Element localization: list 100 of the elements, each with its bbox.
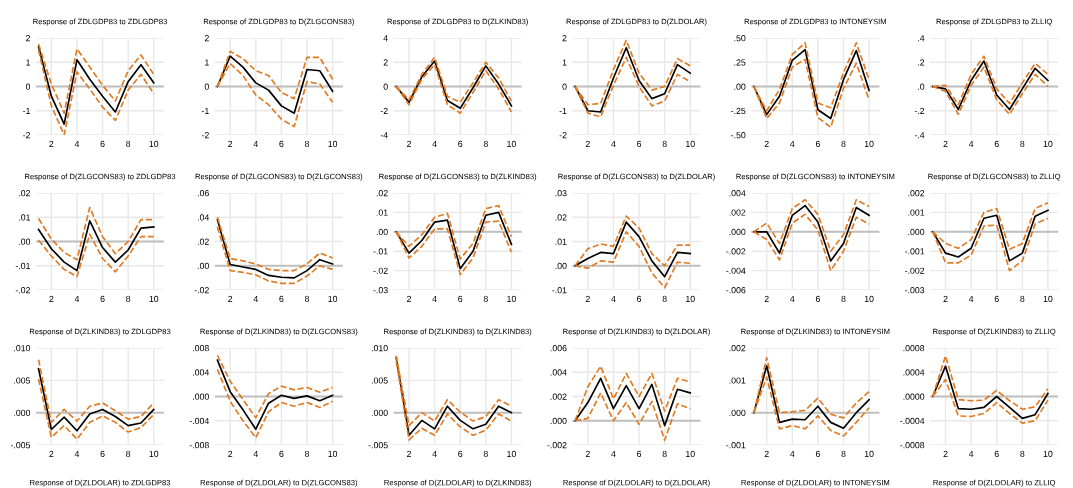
x-tick-label: 10 xyxy=(1043,295,1053,302)
y-tick-label: .000 xyxy=(729,228,746,236)
x-tick-label: 4 xyxy=(968,450,974,457)
y-tick-label: .004 xyxy=(729,190,746,197)
x-tick-label: 8 xyxy=(483,140,488,147)
x-tick-label: 4 xyxy=(74,140,80,147)
x-tick-label: 2 xyxy=(943,295,948,302)
x-tick-label: 10 xyxy=(1043,450,1053,457)
y-tick-label: -.4 xyxy=(914,132,925,139)
x-tick-label: 10 xyxy=(328,140,338,147)
y-tick-label: -1 xyxy=(23,107,31,114)
x-tick-label: 6 xyxy=(994,295,999,302)
x-tick-label: 8 xyxy=(841,450,846,457)
x-tick-label: 6 xyxy=(279,295,284,302)
x-tick-label: 8 xyxy=(1020,450,1025,457)
y-tick-label: .02 xyxy=(555,214,567,221)
y-tick-label: .002 xyxy=(729,345,746,352)
x-tick-label: 10 xyxy=(149,140,159,147)
y-tick-label: .010 xyxy=(371,345,388,352)
x-tick-label: 10 xyxy=(1043,140,1053,147)
y-tick-label: .02 xyxy=(197,238,209,245)
y-tick-label: .0 xyxy=(918,83,925,90)
x-tick-label: 2 xyxy=(228,140,233,147)
x-tick-label: 8 xyxy=(1020,140,1025,147)
x-tick-label: 2 xyxy=(764,140,769,147)
x-tick-label: 4 xyxy=(253,295,258,302)
y-tick-label: 1 xyxy=(562,59,567,66)
y-tick-label: -.004 xyxy=(726,267,746,274)
y-tick-label: .4 xyxy=(918,35,925,42)
x-tick-label: 2 xyxy=(228,450,233,457)
y-tick-label: -2 xyxy=(201,132,209,139)
y-tick-label: -.004 xyxy=(189,417,210,425)
y-tick-label: .005 xyxy=(371,377,388,384)
x-tick-label: 10 xyxy=(686,450,695,457)
y-tick-label: .04 xyxy=(197,214,210,221)
x-tick-label: 8 xyxy=(662,295,667,302)
x-tick-label: 4 xyxy=(432,295,437,302)
y-tick-label: -.2 xyxy=(914,107,925,114)
x-tick-label: 2 xyxy=(407,450,412,457)
y-tick-label: .00 xyxy=(376,228,388,236)
x-tick-label: 2 xyxy=(228,295,233,302)
x-tick-label: 2 xyxy=(943,450,948,457)
y-tick-label: -.0008 xyxy=(900,442,925,449)
x-tick-label: 10 xyxy=(507,140,516,147)
y-tick-label: .50 xyxy=(734,35,746,42)
x-tick-label: 4 xyxy=(74,295,80,302)
x-tick-label: 2 xyxy=(407,140,412,147)
x-tick-label: 8 xyxy=(841,295,846,302)
y-tick-label: .01 xyxy=(19,214,31,221)
y-tick-label: .001 xyxy=(908,209,925,216)
y-tick-label: .002 xyxy=(550,393,567,400)
x-tick-label: 2 xyxy=(407,295,412,302)
y-tick-label: .004 xyxy=(193,369,210,376)
y-tick-label: -.02 xyxy=(194,287,209,294)
y-tick-label: -.008 xyxy=(189,442,209,449)
x-tick-label: 6 xyxy=(815,295,820,302)
y-tick-label: .002 xyxy=(908,190,925,197)
y-tick-label: -2 xyxy=(380,107,388,114)
x-tick-label: 2 xyxy=(943,140,948,147)
x-tick-label: 6 xyxy=(637,140,642,147)
y-tick-label: -2 xyxy=(559,132,567,139)
y-tick-label: .00 xyxy=(734,83,746,90)
x-tick-label: 8 xyxy=(483,450,488,457)
y-tick-label: .004 xyxy=(550,369,567,376)
y-tick-label: .06 xyxy=(197,190,209,197)
y-tick-label: .002 xyxy=(729,209,746,216)
y-tick-label: .008 xyxy=(193,345,209,352)
x-tick-label: 4 xyxy=(253,450,258,457)
y-tick-label: 1 xyxy=(205,59,209,66)
x-tick-label: 2 xyxy=(585,295,590,302)
y-tick-label: -4 xyxy=(380,132,388,139)
y-tick-label: -.25 xyxy=(731,107,746,115)
x-tick-label: 6 xyxy=(100,295,105,302)
y-tick-label: .000 xyxy=(14,409,31,416)
y-tick-label: -1 xyxy=(559,107,567,114)
x-tick-label: 8 xyxy=(662,140,667,147)
y-tick-label: -.001 xyxy=(726,442,746,449)
y-tick-label: .01 xyxy=(376,209,388,216)
x-tick-label: 6 xyxy=(637,450,642,457)
x-tick-label: 4 xyxy=(74,450,80,457)
x-tick-label: 2 xyxy=(585,140,590,147)
x-tick-label: 2 xyxy=(764,450,769,457)
x-tick-label: 8 xyxy=(662,450,667,457)
y-tick-label: 2 xyxy=(26,35,31,42)
y-tick-label: .000 xyxy=(371,409,388,416)
y-tick-label: .0004 xyxy=(903,369,925,376)
y-tick-label: .000 xyxy=(908,228,925,236)
y-tick-label: -.50 xyxy=(731,132,746,139)
y-tick-label: 0 xyxy=(25,83,31,90)
y-tick-label: -.005 xyxy=(10,442,31,449)
x-tick-label: 8 xyxy=(304,295,310,302)
y-tick-label: .2 xyxy=(918,59,925,66)
y-tick-label: -.006 xyxy=(726,287,746,294)
y-tick-label: .00 xyxy=(197,262,209,270)
y-tick-label: .001 xyxy=(729,377,746,384)
y-tick-label: .03 xyxy=(555,190,567,197)
y-tick-label: .00 xyxy=(19,238,31,245)
y-tick-label: 1 xyxy=(26,59,31,66)
x-tick-label: 4 xyxy=(611,450,616,457)
y-tick-label: .000 xyxy=(550,417,567,425)
